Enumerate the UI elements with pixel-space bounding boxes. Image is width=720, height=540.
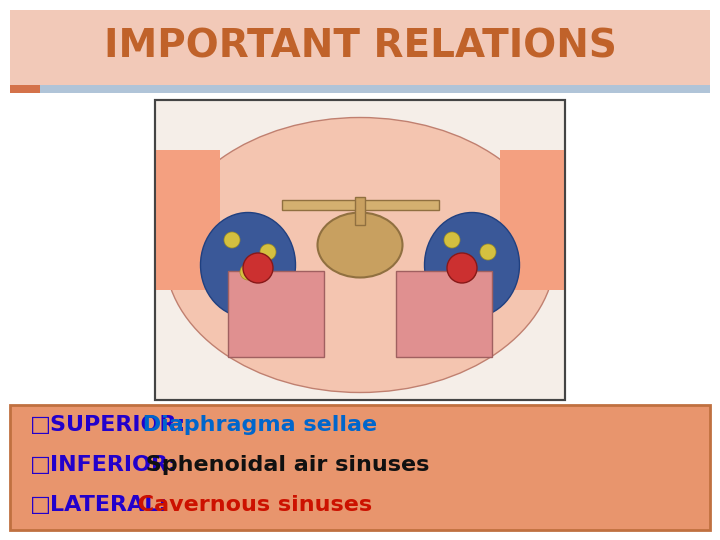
Ellipse shape: [425, 213, 520, 318]
Text: Sphenoidal air sinuses: Sphenoidal air sinuses: [138, 455, 429, 475]
Circle shape: [260, 244, 276, 260]
Circle shape: [447, 253, 477, 283]
FancyBboxPatch shape: [396, 271, 492, 357]
Circle shape: [240, 264, 256, 280]
FancyBboxPatch shape: [228, 271, 324, 357]
FancyBboxPatch shape: [500, 150, 565, 290]
Text: □LATERAL:: □LATERAL:: [30, 495, 168, 515]
Text: Cavernous sinuses: Cavernous sinuses: [130, 495, 372, 515]
Ellipse shape: [318, 213, 402, 278]
FancyBboxPatch shape: [10, 405, 710, 530]
Text: □SUPERIOR:: □SUPERIOR:: [30, 415, 186, 435]
FancyBboxPatch shape: [355, 197, 365, 225]
FancyBboxPatch shape: [10, 85, 40, 93]
Text: IMPORTANT RELATIONS: IMPORTANT RELATIONS: [104, 28, 616, 66]
Circle shape: [480, 244, 496, 260]
Circle shape: [444, 232, 460, 248]
Circle shape: [460, 264, 476, 280]
FancyBboxPatch shape: [155, 150, 220, 290]
FancyBboxPatch shape: [282, 200, 439, 210]
FancyBboxPatch shape: [10, 85, 710, 93]
Ellipse shape: [200, 213, 295, 318]
Text: □INFERIOR:: □INFERIOR:: [30, 455, 178, 475]
Circle shape: [224, 232, 240, 248]
FancyBboxPatch shape: [10, 10, 710, 85]
Circle shape: [243, 253, 273, 283]
Ellipse shape: [165, 118, 555, 393]
Text: Diaphragma sellae: Diaphragma sellae: [135, 415, 377, 435]
FancyBboxPatch shape: [155, 100, 565, 400]
